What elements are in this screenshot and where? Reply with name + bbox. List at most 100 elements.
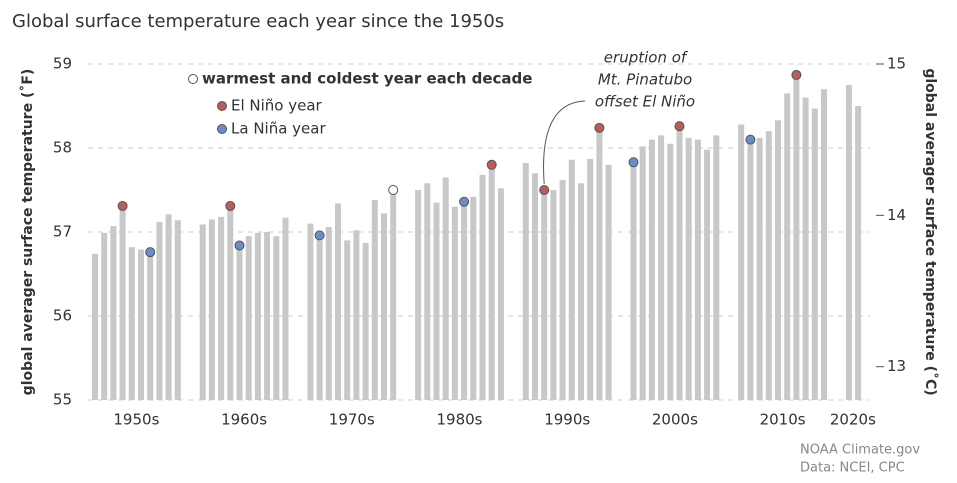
bar [667,143,674,401]
bar [451,206,458,400]
annotation: Mt. Pinatubo [598,71,692,89]
marker [486,159,497,170]
bar [488,164,495,400]
chart-title: Global surface temperature each year sin… [12,11,504,32]
bar [147,252,154,400]
bar [390,190,397,400]
bar [605,164,612,400]
marker [234,240,245,251]
bar [227,205,234,400]
bar [264,232,271,400]
bar [307,223,314,400]
marker [628,157,639,168]
x-tick-label: 1960s [221,411,267,429]
x-tick-label: 1950s [113,411,159,429]
bar [344,240,351,400]
bar [765,131,772,400]
y2-axis-label: global averager surface temperature (˚C) [922,68,939,395]
bar [855,106,862,400]
bar [550,190,557,400]
source: NOAA Climate.gov [800,443,920,458]
source: Data: NCEI, CPC [800,461,905,476]
x-tick-label: 1970s [329,411,375,429]
x-tick-label: 2000s [652,411,698,429]
bar [694,139,701,400]
bar [371,200,378,400]
bar [793,74,800,401]
bar [335,203,341,400]
bar [630,162,637,400]
y-tick-label: 57 [53,223,72,241]
marker [314,230,325,241]
marker [388,185,399,195]
marker [745,134,756,145]
bar [138,249,144,400]
bar [784,93,791,401]
x-tick-label: 1980s [437,411,483,429]
bar [236,245,243,400]
bar [273,236,280,400]
legend-label: El Niño year [231,97,323,115]
bar [128,247,135,400]
y2-tick-label: 13 [887,357,906,375]
marker [117,200,128,211]
bar [325,226,332,400]
bar [424,183,431,400]
bar [461,201,468,400]
bar [433,202,440,400]
bar [587,158,594,400]
marker [459,196,470,207]
bar [676,126,683,400]
bar [658,135,665,400]
bar [92,253,98,400]
bar [541,190,548,400]
bar [532,173,538,400]
bar [713,135,720,400]
bar [119,205,126,400]
x-tick-label: 2020s [830,411,876,429]
bar [156,221,163,400]
y-axis-label: global averager surface temperature (˚F) [19,69,36,396]
bar [470,196,477,400]
bar [415,190,422,400]
bar [522,163,529,400]
bar [254,232,261,400]
bar [479,174,486,400]
legend-swatch [188,74,198,84]
marker [145,247,156,258]
annotation-line [543,100,586,185]
x-tick-label: 1990s [544,411,590,429]
bar [353,230,360,400]
y-tick-label: 58 [53,139,72,157]
bar [208,219,215,400]
legend-label: La Niña year [231,120,326,138]
marker [225,200,236,211]
annotation: offset El Niño [595,93,695,111]
marker [539,185,550,195]
bar [497,188,504,400]
bar [811,108,818,401]
marker [674,121,685,132]
bar [648,139,655,400]
marker [791,69,802,80]
y-tick-label: 59 [53,55,72,73]
bar [110,226,117,400]
bar [775,120,781,400]
bar [821,89,827,400]
bar [568,159,575,400]
bar [738,124,745,400]
annotation: eruption of [604,49,689,67]
bar [245,236,252,400]
bar [381,213,387,400]
bar [845,85,852,400]
bar [101,232,108,400]
y2-tick-label: 14 [887,206,906,224]
legend-label: warmest and coldest year each decade [202,70,532,88]
bar [756,137,763,401]
bar [165,214,172,400]
y-tick-label: 55 [53,391,72,409]
bar [685,137,692,401]
bar [639,146,646,400]
bar [316,235,323,400]
